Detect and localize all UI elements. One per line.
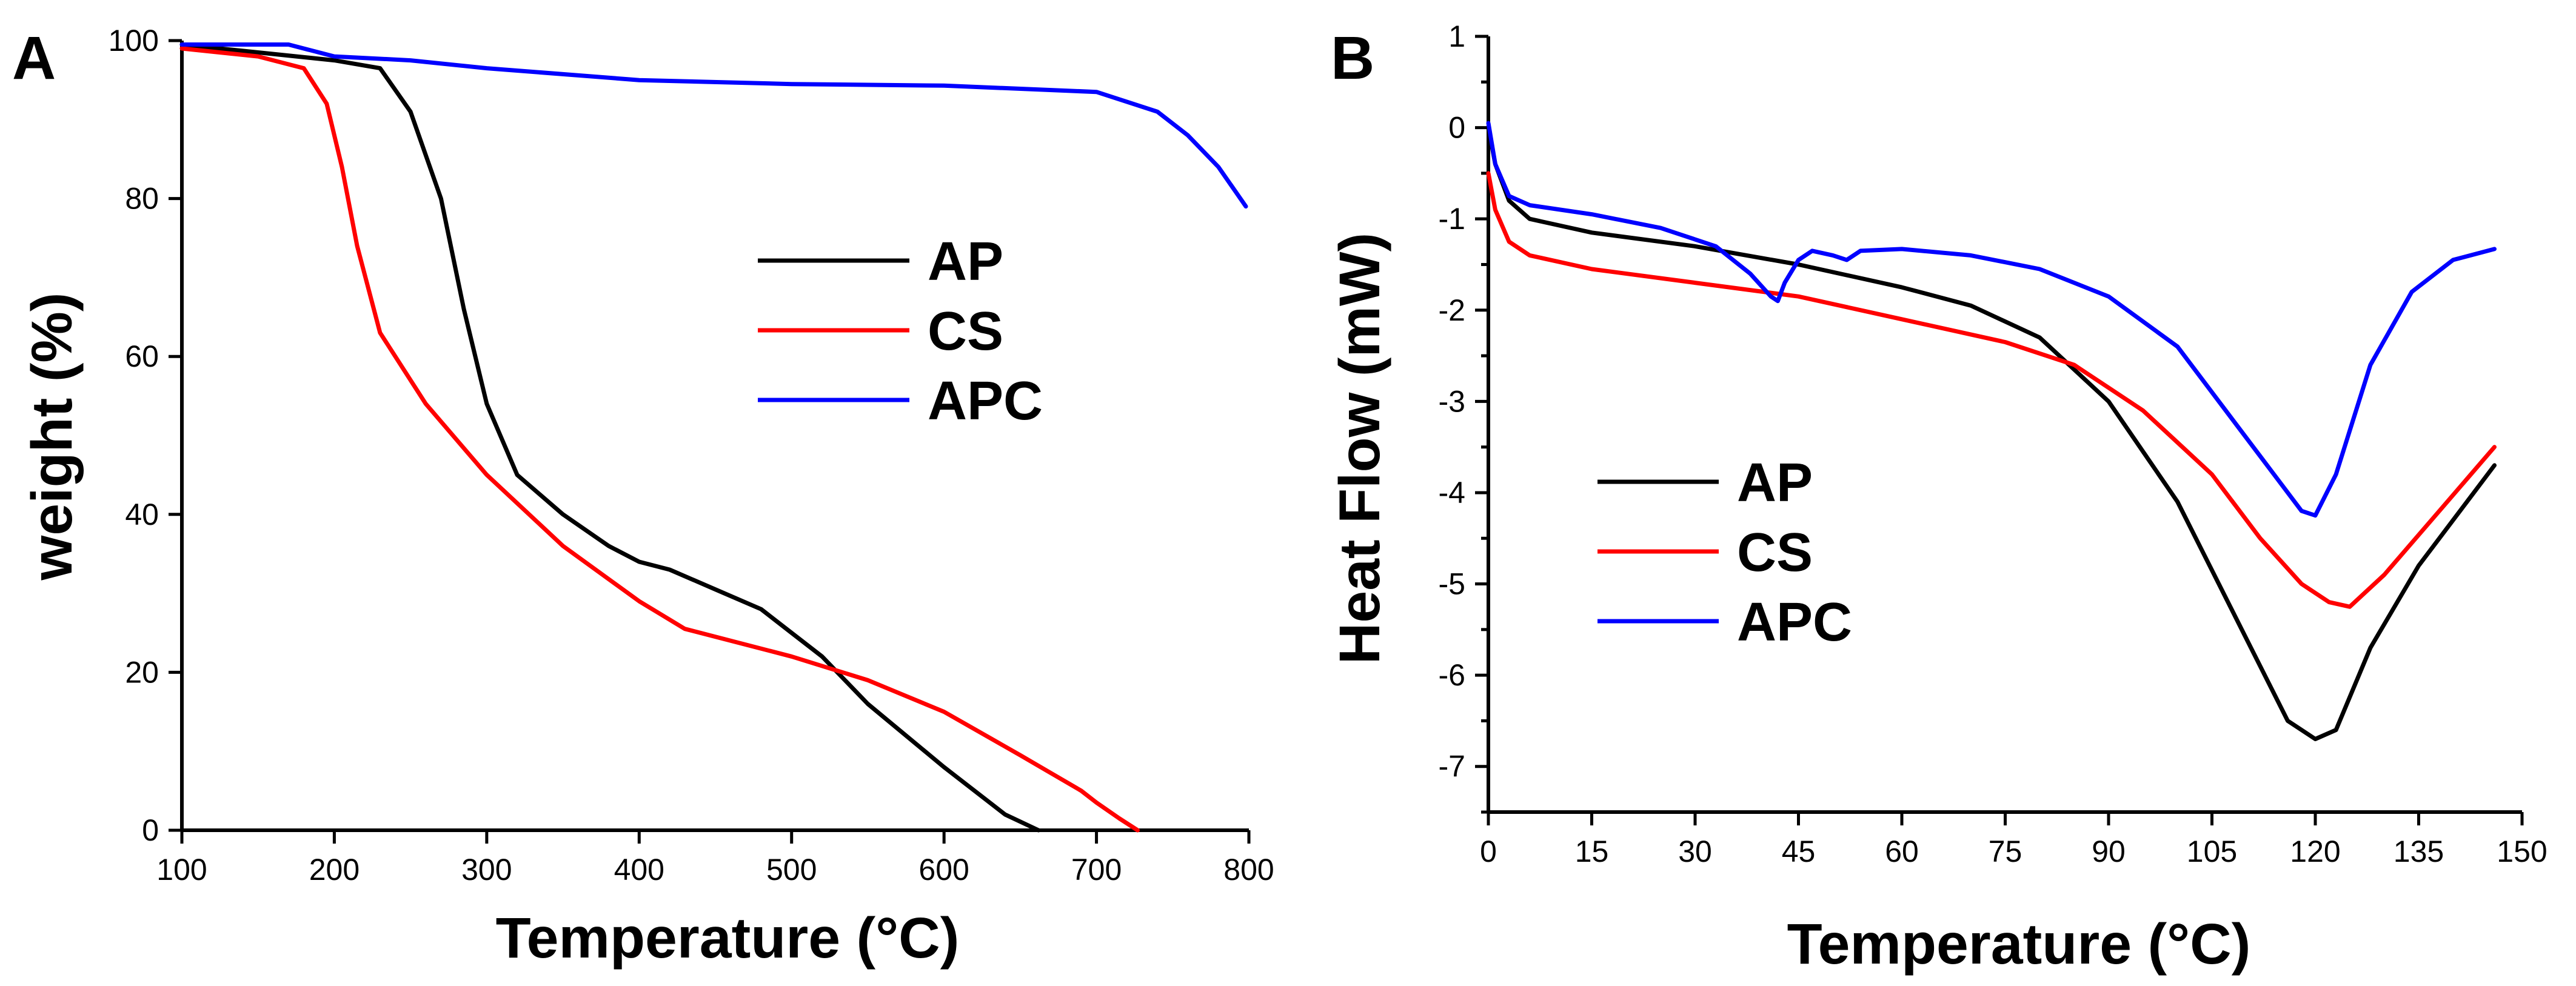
panel-b-series-apc bbox=[1486, 121, 2497, 518]
panel-a-legend-label-apc: APC bbox=[928, 371, 1043, 431]
panel-a-series-cs bbox=[179, 46, 1140, 833]
panel-b-ytick-label: -1 bbox=[1439, 202, 1465, 236]
panel-b-xtick-label: 60 bbox=[1885, 834, 1919, 868]
panel-a-ytick-label: 0 bbox=[142, 813, 159, 847]
panel-b-series-cs bbox=[1486, 171, 2497, 609]
panel-b-ytick-label: -5 bbox=[1439, 567, 1465, 601]
panel-b-xlabel: Temperature (°C) bbox=[1787, 912, 2251, 976]
panel-b-legend-label-apc: APC bbox=[1737, 592, 1852, 653]
panel-a-ytick-label: 40 bbox=[125, 498, 159, 531]
panel-b-ytick-label: -2 bbox=[1439, 293, 1465, 327]
panel-b-series-ap bbox=[1486, 125, 2497, 741]
panel-b-xtick-label: 135 bbox=[2394, 834, 2444, 868]
panel-b-xtick-label: 75 bbox=[1989, 834, 2022, 868]
panel-a-xlabel: Temperature (°C) bbox=[496, 906, 960, 970]
panel-b-ytick-label: -3 bbox=[1439, 384, 1465, 418]
panel-b-ytick-label: -4 bbox=[1439, 476, 1465, 510]
panel-a-xtick-label: 300 bbox=[461, 853, 512, 887]
panel-a-ytick-label: 100 bbox=[109, 24, 159, 58]
panel-b-ytick-label: -7 bbox=[1439, 750, 1465, 784]
panel-b-legend-label-cs: CS bbox=[1737, 522, 1813, 583]
panel-b-ytick-label: -6 bbox=[1439, 658, 1465, 692]
panel-a-ytick-label: 60 bbox=[125, 339, 159, 373]
panel-a-xtick-label: 200 bbox=[309, 853, 360, 887]
panel-b-xtick-label: 0 bbox=[1480, 834, 1497, 868]
panel-b-ylabel: Heat Flow (mW) bbox=[1328, 233, 1392, 664]
panel-b-xtick-label: 30 bbox=[1678, 834, 1712, 868]
panel-b-xtick-label: 105 bbox=[2187, 834, 2237, 868]
panel-a-tga-chart: A weight (%) Temperature (°C) 100 200 300 4… bbox=[12, 24, 1274, 970]
panel-a-series-ap bbox=[179, 42, 1041, 833]
panel-a-ylabel: weight (%) bbox=[20, 293, 84, 581]
panel-b-legend-label-ap: AP bbox=[1737, 453, 1813, 513]
panel-a-xtick-label: 600 bbox=[918, 853, 969, 887]
panel-a-series-apc bbox=[179, 42, 1248, 209]
panel-b-ytick-label: 0 bbox=[1448, 111, 1465, 145]
panel-a-ytick-label: 80 bbox=[125, 182, 159, 216]
panel-a-ytick-label: 20 bbox=[125, 655, 159, 689]
panel-a-xtick-label: 500 bbox=[766, 853, 817, 887]
panel-b-ytick-label: 1 bbox=[1448, 19, 1465, 53]
panel-b-xtick-label: 45 bbox=[1782, 834, 1816, 868]
panel-a-legend-label-ap: AP bbox=[928, 232, 1003, 292]
panel-a-xtick-label: 700 bbox=[1071, 853, 1122, 887]
panel-b-dsc-chart: B Heat Flow (mW) Temperature (°C) 0 15 30 4… bbox=[1328, 19, 2548, 976]
panel-a-xtick-label: 800 bbox=[1223, 853, 1274, 887]
panel-b-letter: B bbox=[1331, 24, 1374, 92]
panel-b-xtick-label: 120 bbox=[2290, 834, 2340, 868]
panel-a-letter: A bbox=[12, 24, 56, 92]
panel-a-xtick-label: 100 bbox=[156, 853, 207, 887]
panel-a-legend-label-cs: CS bbox=[928, 301, 1003, 362]
panel-b-xtick-label: 90 bbox=[2092, 834, 2126, 868]
panel-b-xtick-label: 15 bbox=[1575, 834, 1609, 868]
panel-a-xtick-label: 400 bbox=[614, 853, 664, 887]
panel-b-xtick-label: 150 bbox=[2497, 834, 2547, 868]
